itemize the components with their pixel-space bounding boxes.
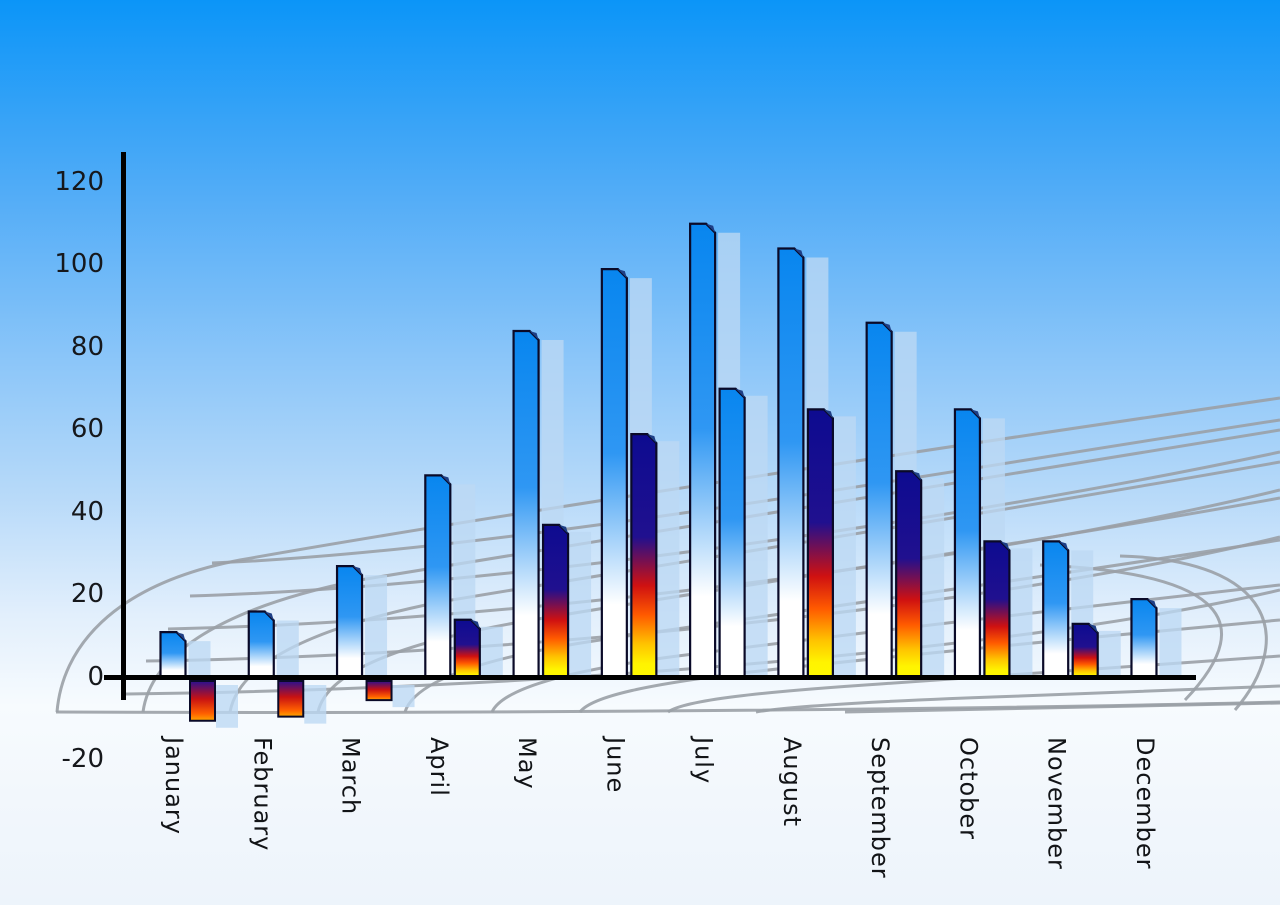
- bar-november-primary: [1042, 540, 1070, 680]
- bar-april-primary: [424, 474, 452, 680]
- bar-january-primary: [159, 631, 187, 680]
- x-axis-label-august: August: [777, 737, 806, 827]
- bar-november-primary-bevel: [1059, 541, 1069, 551]
- bar-august-primary: [777, 247, 805, 680]
- x-axis-label-april: April: [424, 737, 453, 797]
- bar-october-secondary: [983, 540, 1011, 680]
- bar-shadow-january-primary: [188, 641, 211, 679]
- bar-october-primary: [953, 408, 982, 680]
- bar-january-secondary: [189, 680, 216, 722]
- bar-shadow-october-secondary: [1010, 548, 1033, 679]
- y-axis-tick--20: -20: [61, 744, 104, 774]
- bar-shadow-march-secondary: [392, 685, 415, 708]
- bar-shadow-november-secondary: [1098, 630, 1121, 679]
- bar-march-primary-bevel: [353, 566, 363, 576]
- x-axis-label-september: September: [866, 737, 895, 879]
- y-axis-tick-40: 40: [70, 496, 104, 527]
- bar-september-secondary-bevel: [912, 471, 922, 481]
- bar-april-secondary-bevel: [470, 619, 480, 629]
- bar-shadow-september-secondary: [922, 478, 945, 679]
- bar-shadow-january-secondary: [216, 685, 238, 728]
- bar-shadow-december-primary: [1159, 608, 1182, 679]
- bar-february-primary: [247, 610, 275, 680]
- y-axis-tick-0: 0: [87, 661, 104, 692]
- bar-february-secondary: [277, 680, 305, 718]
- x-axis-label-march: March: [336, 737, 365, 816]
- bar-shadow-july-secondary: [745, 395, 768, 679]
- bars-layer: [159, 222, 1158, 722]
- bar-shadow-february-primary: [276, 620, 299, 679]
- y-axis-tick-80: 80: [70, 331, 104, 362]
- bar-may-primary-bevel: [529, 331, 539, 340]
- x-axis-label-november: November: [1042, 737, 1071, 870]
- bar-august-primary-bevel: [794, 248, 804, 258]
- bar-december-primary-bevel: [1147, 599, 1157, 609]
- x-axis-baseline: [104, 675, 1196, 680]
- x-axis-label-february: February: [248, 737, 277, 852]
- bar-august-secondary-bevel: [823, 409, 833, 419]
- y-axis-tick-60: 60: [70, 414, 104, 444]
- bar-january-primary-bevel: [176, 632, 186, 642]
- bar-october-primary-bevel: [970, 409, 980, 419]
- bar-august-secondary: [806, 408, 834, 680]
- x-axis-label-june: June: [601, 737, 630, 794]
- bar-june-secondary: [630, 433, 658, 680]
- bar-april-primary-bevel: [441, 475, 451, 485]
- bar-may-primary: [512, 329, 540, 680]
- bar-september-primary: [865, 321, 893, 680]
- y-axis-tick-120: 120: [54, 166, 104, 197]
- x-axis-label-january: January: [160, 737, 188, 835]
- x-axis-label-may: May: [513, 737, 542, 790]
- bar-july-secondary: [718, 387, 746, 680]
- bar-september-primary-bevel: [882, 322, 892, 332]
- y-axis-tick-20: 20: [70, 579, 104, 609]
- x-axis-label-july: July: [689, 737, 718, 785]
- bar-october-secondary-bevel: [1000, 541, 1010, 551]
- bar-shadow-april-secondary: [480, 626, 503, 679]
- bar-february-primary-bevel: [264, 611, 274, 621]
- bar-shadow-march-primary: [365, 575, 388, 679]
- bar-march-primary: [335, 565, 364, 680]
- x-axis-label-october: October: [954, 737, 983, 841]
- bar-april-secondary: [453, 618, 481, 680]
- axes: [104, 152, 1196, 700]
- bar-july-primary-bevel: [706, 223, 716, 233]
- bar-september-secondary: [895, 470, 923, 680]
- bar-november-secondary-bevel: [1088, 623, 1098, 633]
- bar-june-primary: [600, 268, 628, 680]
- bar-july-secondary-bevel: [735, 388, 745, 398]
- y-axis-line: [121, 152, 126, 700]
- bar-june-secondary-bevel: [647, 434, 657, 444]
- bar-june-primary-bevel: [617, 269, 627, 279]
- bar-july-primary: [689, 222, 717, 680]
- bar-may-secondary-bevel: [559, 524, 569, 534]
- bar-shadow-august-secondary: [833, 416, 856, 679]
- bar-march-secondary: [365, 680, 393, 702]
- bar-may-secondary: [541, 523, 570, 680]
- bar-shadow-february-secondary: [304, 685, 327, 724]
- y-axis-tick-100: 100: [54, 249, 104, 279]
- bar-november-secondary: [1071, 622, 1099, 680]
- x-axis-label-december: December: [1130, 737, 1159, 870]
- bar-shadow-june-secondary: [657, 441, 680, 679]
- bar-shadow-may-secondary: [569, 531, 592, 679]
- bar-december-primary: [1130, 598, 1158, 680]
